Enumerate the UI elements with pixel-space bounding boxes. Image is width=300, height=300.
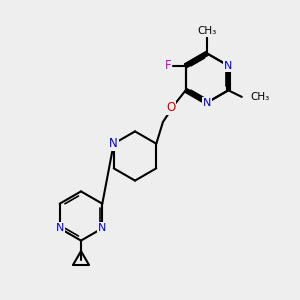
Text: N: N [203, 98, 211, 108]
Text: N: N [224, 61, 232, 71]
Text: N: N [98, 223, 106, 233]
Text: CH₃: CH₃ [250, 92, 269, 102]
Text: N: N [109, 137, 118, 150]
Text: N: N [56, 223, 64, 233]
Text: F: F [164, 59, 171, 72]
Text: O: O [166, 100, 175, 114]
Text: CH₃: CH₃ [197, 26, 217, 36]
